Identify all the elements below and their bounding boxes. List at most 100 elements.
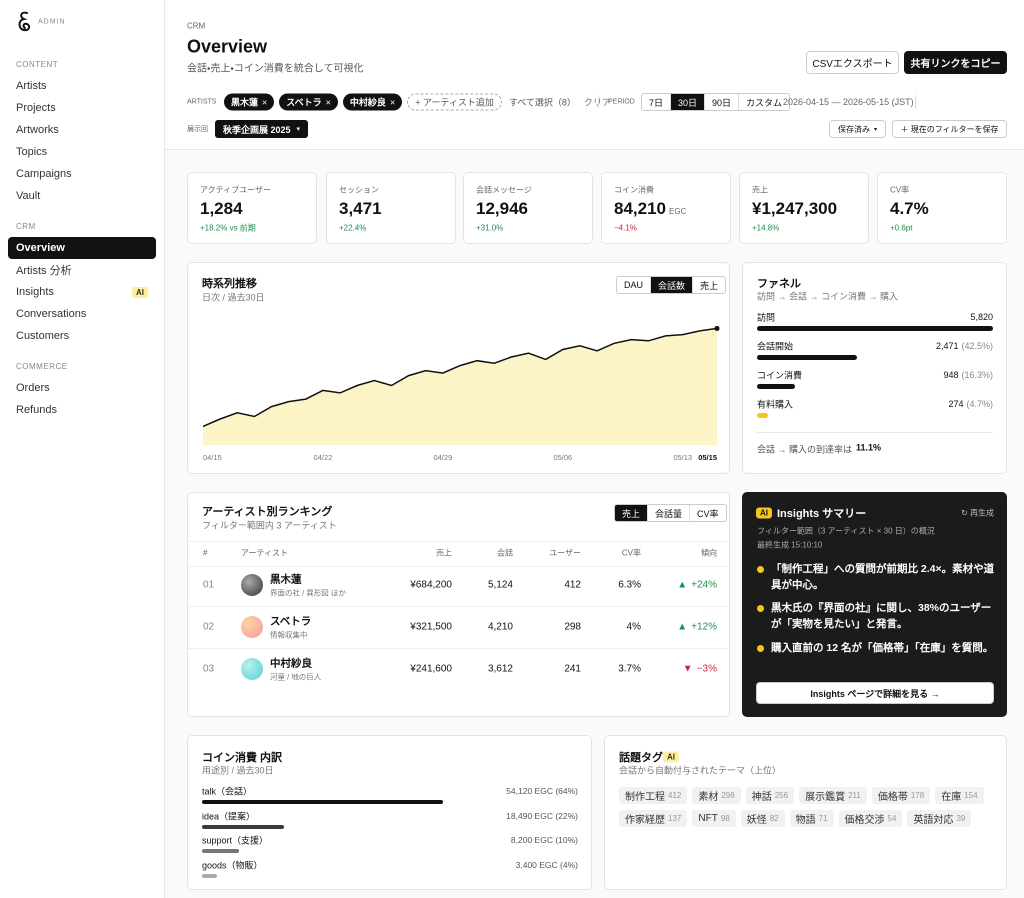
kpi-card: 会話メッセージ 12,946 +31.0% (463, 172, 593, 244)
clear[interactable]: クリア (584, 96, 611, 109)
nav-item[interactable]: Artists (8, 75, 156, 97)
x-tick-label: 05/15 (698, 453, 717, 462)
insights-button[interactable]: Insights ページで詳細を見る → (756, 682, 994, 704)
funnel-footer: 会話 → 購入の到達率は 11.1% (757, 443, 881, 456)
topic-tag[interactable]: 作家経歴 137 (619, 810, 688, 827)
topic-tag[interactable]: 妖怪 82 (740, 810, 785, 827)
nav-item[interactable]: Overview (8, 237, 156, 259)
topic-tag[interactable]: 展示鑑賞 211 (799, 787, 867, 804)
period-label: PERIOD (608, 98, 635, 106)
tag-count: 178 (910, 791, 925, 800)
regenerate[interactable]: ↻ 再生成 (961, 508, 994, 518)
nav-item[interactable]: Topics (8, 141, 156, 163)
artist-chip[interactable]: スベトラ × (279, 93, 338, 111)
nav-item[interactable]: Campaigns (8, 163, 156, 185)
exhibition-select[interactable]: 秋季企画展 2025 ▾ (215, 120, 309, 138)
share-button[interactable]: 共有リンクをコピー (904, 51, 1007, 74)
topic-tag[interactable]: 神話 256 (745, 787, 795, 804)
tag-count: 298 (721, 791, 735, 800)
topic-tag[interactable]: 価格帯 178 (871, 787, 931, 804)
nav-label: Artworks (16, 124, 59, 136)
column-header: 会話 (497, 548, 513, 558)
select-all[interactable]: すべて選択（8） (508, 97, 576, 108)
add-artist[interactable]: + アーティスト追加 (407, 93, 502, 111)
topic-tag[interactable]: 英語対応 39 (907, 810, 972, 827)
nav-item[interactable]: Refunds (8, 399, 156, 421)
topic-tag[interactable]: 素材 298 (692, 787, 741, 804)
save-button[interactable]: ＋ 現在のフィルターを保存 (892, 120, 1007, 138)
sort-tab[interactable]: CV率 (697, 508, 719, 519)
kpi-value: 3,471 (339, 199, 382, 219)
kpi-unit: EGC (669, 207, 687, 216)
export-button[interactable]: CSVエクスポート (806, 51, 899, 74)
period-option[interactable]: 90日 (705, 94, 740, 110)
kpi-label: 会話メッセージ (476, 185, 532, 195)
header: CRM Overview 会話・売上・コイン消費を統合して可視化 CSVエクスポート共… (165, 0, 1024, 150)
nav-item[interactable]: Insights AI (8, 281, 156, 303)
artist-chip[interactable]: 中村紗良 × (342, 93, 403, 111)
sort-tab[interactable]: 会話量 (648, 505, 691, 521)
sort-tab[interactable]: 売上 (615, 505, 649, 521)
kpi-value: 4.7% (890, 199, 929, 219)
card-title: 話題タグ (619, 752, 663, 764)
nav-item[interactable]: Artworks (8, 119, 156, 141)
topic-tag[interactable]: NFT 98 (692, 810, 736, 827)
cell-users: 298 (564, 621, 581, 633)
nav-item[interactable]: Customers (8, 325, 156, 347)
metric-tab[interactable]: 会話数 (651, 277, 694, 293)
card-subtitle: 日次 / 過去30日 (202, 292, 265, 303)
saved-label: 保存済み (837, 124, 870, 134)
card-title: ファネル (757, 278, 801, 290)
funnel-label: 会話開始 (757, 341, 794, 352)
nav-item[interactable]: Artists 分析 (8, 259, 156, 281)
funnel-card: ファネル 訪問 → 会話 → コイン消費 → 購入 訪問 5,820 会話開始 2,471… (742, 262, 1007, 474)
card-subtitle: 会話から自動付与されたテーマ（上位） (619, 765, 782, 776)
tag-count: 71 (818, 814, 828, 823)
tag-name: 妖怪 (746, 815, 767, 826)
kpi-value: ¥1,247,300 (752, 199, 837, 219)
artist-chip[interactable]: 黒木蓮 × (224, 93, 275, 111)
end-point (714, 325, 720, 331)
avatar (241, 616, 263, 638)
nav-item[interactable]: Orders (8, 377, 156, 399)
chip-remove: × (325, 97, 331, 107)
topic-tag[interactable]: 価格交渉 54 (838, 810, 903, 827)
logo (18, 11, 31, 32)
topic-tag[interactable]: 在庫 154 (935, 787, 984, 804)
nav-item[interactable]: Conversations (8, 303, 156, 325)
ranking-card: アーティスト別ランキング フィルター範囲内 3 アーティスト 売上 会話量 CV率 # アー… (187, 492, 730, 717)
nav-label: Vault (16, 190, 41, 202)
kpi-value: 12,946 (476, 199, 528, 219)
tag-name: 価格帯 (877, 792, 908, 803)
column-header: # (203, 548, 208, 558)
kpi-number: 84,210 (614, 199, 666, 218)
exhibition-name: 秋季企画展 2025 (223, 124, 291, 135)
tag-name: 在庫 (941, 792, 962, 803)
tag-count: 54 (887, 814, 897, 823)
column-header: アーティスト (241, 548, 289, 558)
trend-icon: ▼ (682, 663, 693, 675)
funnel-share: (4.7%) (966, 399, 993, 409)
cell-sales: ¥321,500 (410, 621, 452, 633)
nav-item[interactable]: Projects (8, 97, 156, 119)
saved-button[interactable]: 保存済み ▾ (829, 120, 886, 138)
period-option[interactable]: 30日 (671, 94, 706, 110)
metric-tab[interactable]: DAU (617, 277, 652, 293)
metric-tab[interactable]: 売上 (700, 280, 719, 291)
period-option[interactable]: カスタム (746, 97, 783, 108)
topic-tag[interactable]: 制作工程 412 (619, 787, 688, 804)
card-title: コイン消費 内訳 (202, 752, 283, 764)
topic-tag[interactable]: 物語 71 (789, 810, 834, 827)
tag-count: 39 (956, 814, 966, 823)
artist-name: 黒木蓮 (270, 573, 302, 586)
tag-name: 展示鑑賞 (805, 792, 846, 803)
coin-label: support（支援） (202, 835, 269, 846)
nav-item[interactable]: Vault (8, 185, 156, 207)
area-chart: 04/15 04/22 04/29 05/06 05/13 05/15 (202, 325, 720, 462)
period-option[interactable]: 7日 (642, 94, 672, 110)
column-header: ユーザー (549, 548, 581, 558)
divider (757, 432, 993, 433)
trend-icon: ▲ (677, 579, 688, 591)
tag-count: 98 (720, 814, 730, 823)
